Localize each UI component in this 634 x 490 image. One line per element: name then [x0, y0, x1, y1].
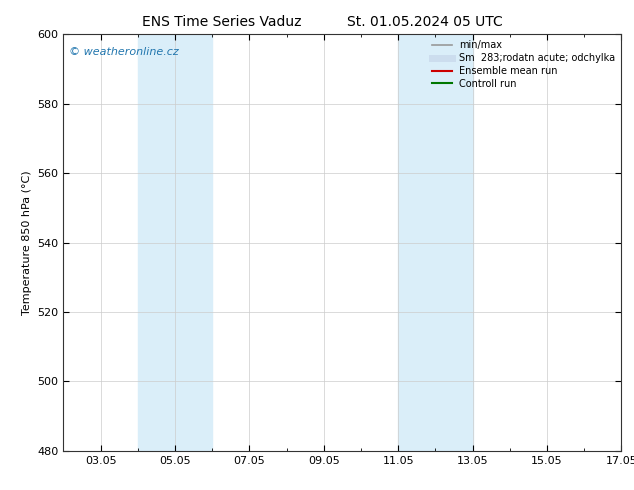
Text: ENS Time Series Vaduz: ENS Time Series Vaduz [142, 15, 302, 29]
Legend: min/max, Sm  283;rodatn acute; odchylka, Ensemble mean run, Controll run: min/max, Sm 283;rodatn acute; odchylka, … [428, 36, 619, 93]
Text: © weatheronline.cz: © weatheronline.cz [69, 47, 179, 57]
Bar [398, 34, 472, 451]
Y-axis label: Temperature 850 hPa (°C): Temperature 850 hPa (°C) [22, 170, 32, 315]
Bar [138, 34, 212, 451]
Text: St. 01.05.2024 05 UTC: St. 01.05.2024 05 UTC [347, 15, 503, 29]
